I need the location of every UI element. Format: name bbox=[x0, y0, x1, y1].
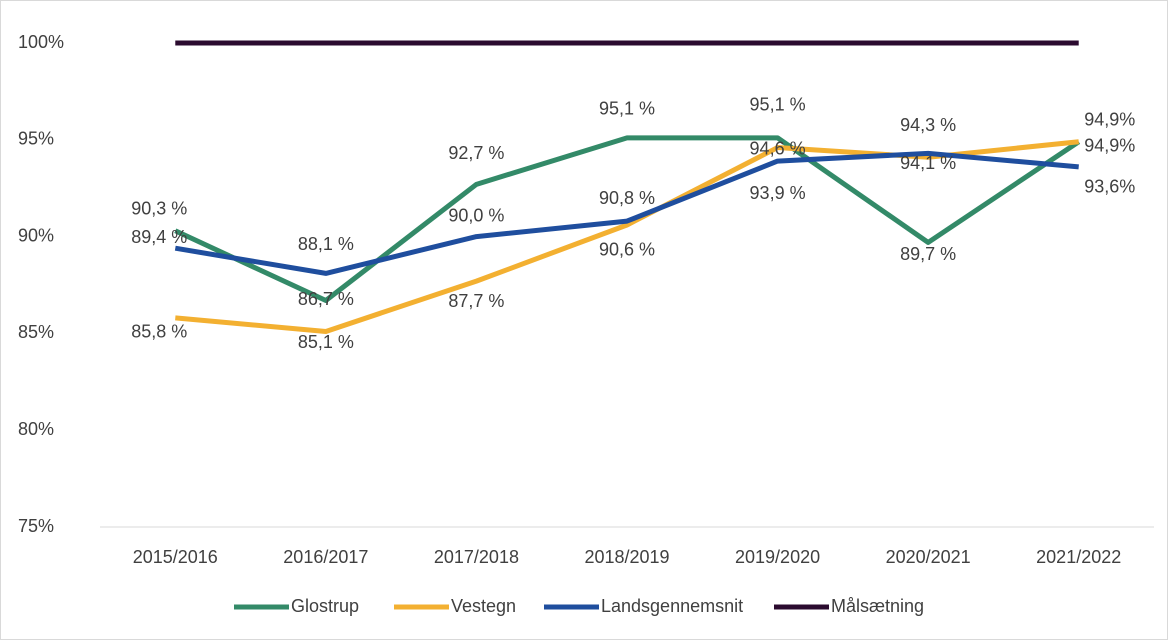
value-label: 90,3 % bbox=[131, 199, 187, 219]
x-tick-label: 2018/2019 bbox=[584, 547, 669, 567]
value-label: 94,9% bbox=[1084, 135, 1135, 155]
y-tick-label: 80% bbox=[18, 419, 54, 439]
value-label: 95,1 % bbox=[599, 99, 655, 119]
legend-label: Målsætning bbox=[831, 596, 924, 616]
legend-label: Landsgennemsnit bbox=[601, 596, 743, 616]
value-label: 94,1 % bbox=[900, 153, 956, 173]
value-label: 92,7 % bbox=[448, 143, 504, 163]
value-label: 87,7 % bbox=[448, 291, 504, 311]
value-label: 89,7 % bbox=[900, 244, 956, 264]
value-label: 93,6% bbox=[1084, 177, 1135, 197]
x-tick-label: 2021/2022 bbox=[1036, 547, 1121, 567]
series-line bbox=[175, 139, 1079, 334]
value-label: 90,6 % bbox=[599, 240, 655, 260]
value-label: 94,3 % bbox=[900, 115, 956, 135]
legend-label: Vestegn bbox=[451, 596, 516, 616]
value-label: 85,1 % bbox=[298, 332, 354, 352]
value-label: 89,4 % bbox=[131, 227, 187, 247]
value-label: 85,8 % bbox=[131, 322, 187, 342]
value-label: 88,1 % bbox=[298, 234, 354, 254]
value-label: 90,8 % bbox=[599, 188, 655, 208]
y-tick-label: 100% bbox=[18, 32, 64, 52]
series-line bbox=[174, 150, 1079, 276]
value-label: 90,0 % bbox=[448, 205, 504, 225]
value-label: 93,9 % bbox=[750, 183, 806, 203]
x-tick-label: 2016/2017 bbox=[283, 547, 368, 567]
x-tick-label: 2020/2021 bbox=[886, 547, 971, 567]
legend-label: Glostrup bbox=[291, 596, 359, 616]
y-tick-label: 95% bbox=[18, 129, 54, 149]
y-tick-label: 90% bbox=[18, 225, 54, 245]
x-tick-label: 2019/2020 bbox=[735, 547, 820, 567]
value-label: 86,7 % bbox=[298, 289, 354, 309]
value-label: 94,9% bbox=[1084, 109, 1135, 129]
value-label: 95,1 % bbox=[750, 95, 806, 115]
y-tick-label: 85% bbox=[18, 322, 54, 342]
y-tick-label: 75% bbox=[18, 516, 54, 536]
series-line bbox=[174, 135, 1081, 303]
x-tick-label: 2015/2016 bbox=[133, 547, 218, 567]
value-label: 94,6 % bbox=[750, 138, 806, 158]
x-tick-label: 2017/2018 bbox=[434, 547, 519, 567]
